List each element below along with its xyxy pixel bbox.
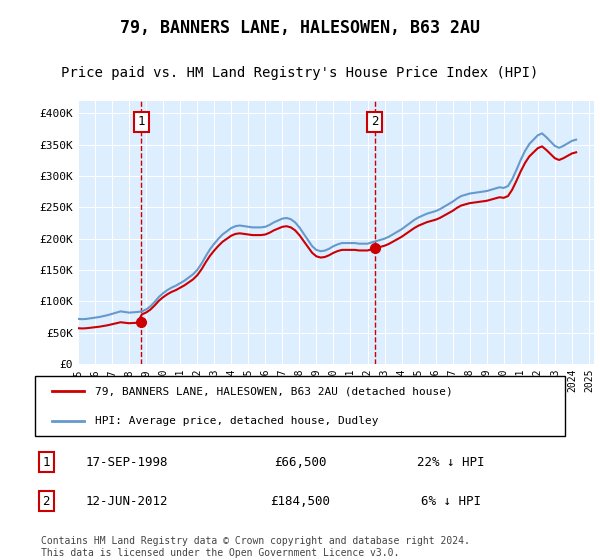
Text: Price paid vs. HM Land Registry's House Price Index (HPI): Price paid vs. HM Land Registry's House … — [61, 66, 539, 80]
Text: 2: 2 — [371, 115, 379, 128]
Text: HPI: Average price, detached house, Dudley: HPI: Average price, detached house, Dudl… — [95, 416, 379, 426]
Text: 2: 2 — [43, 494, 50, 508]
Text: 79, BANNERS LANE, HALESOWEN, B63 2AU: 79, BANNERS LANE, HALESOWEN, B63 2AU — [120, 19, 480, 37]
Text: 22% ↓ HPI: 22% ↓ HPI — [418, 455, 485, 469]
Text: £184,500: £184,500 — [270, 494, 330, 508]
Text: 1: 1 — [43, 455, 50, 469]
Text: Contains HM Land Registry data © Crown copyright and database right 2024.
This d: Contains HM Land Registry data © Crown c… — [41, 536, 470, 558]
Text: 79, BANNERS LANE, HALESOWEN, B63 2AU (detached house): 79, BANNERS LANE, HALESOWEN, B63 2AU (de… — [95, 386, 452, 396]
Text: 1: 1 — [137, 115, 145, 128]
Text: £66,500: £66,500 — [274, 455, 326, 469]
Text: 12-JUN-2012: 12-JUN-2012 — [86, 494, 169, 508]
FancyBboxPatch shape — [35, 376, 565, 436]
Text: 17-SEP-1998: 17-SEP-1998 — [86, 455, 169, 469]
Text: 6% ↓ HPI: 6% ↓ HPI — [421, 494, 481, 508]
